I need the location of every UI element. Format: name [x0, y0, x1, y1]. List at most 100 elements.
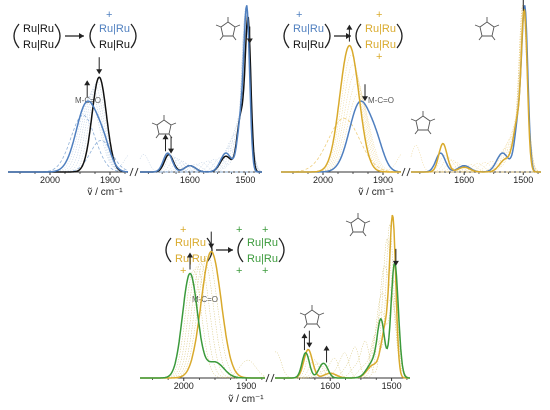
scheme-bracket	[324, 23, 331, 49]
arrow-down-icon	[168, 148, 175, 154]
series-line-yellow	[275, 214, 410, 379]
intermediate-trace	[275, 280, 410, 379]
arrow-up-icon	[323, 345, 330, 351]
scheme-bottom-ru-a: Ru|Ru	[175, 237, 206, 249]
arrow-down-icon	[96, 69, 103, 75]
ligand-structure-icon	[151, 115, 177, 139]
scheme-top-right-ru-a: Ru|Ru	[293, 23, 324, 35]
scheme-bracket	[165, 237, 172, 263]
arrow-down-icon	[306, 342, 313, 348]
scheme-bracket	[13, 23, 20, 49]
axis-break-mark	[265, 373, 270, 383]
reaction-arrow-head	[346, 33, 351, 39]
x-tick-label: 1500	[382, 381, 402, 391]
chart-top-left: 2000 1900 1600 1500	[8, 5, 263, 185]
x-tick-label: 2000	[40, 175, 60, 185]
x-axis-label: ṽ / cm⁻¹	[228, 394, 264, 405]
series-line-yellow	[411, 8, 541, 173]
reaction-arrow-head	[79, 33, 84, 39]
chart-bottom: 2000 1900 1600 1500	[140, 214, 411, 391]
plus-charge: +	[106, 9, 112, 21]
scheme-bracket	[283, 23, 290, 49]
x-axis-label: ṽ / cm⁻¹	[358, 187, 394, 198]
arrow-down-icon	[392, 260, 399, 266]
intermediate-trace	[140, 255, 265, 379]
ligand-structure-icon	[215, 17, 241, 41]
series-line-yellow	[281, 44, 401, 173]
scheme-bracket	[130, 23, 137, 49]
series-line-blue	[281, 100, 402, 173]
scheme-top-left-ru-b: Ru|Ru	[23, 39, 54, 51]
intermediate-trace	[140, 11, 263, 173]
scheme-top-right-ru-d: Ru|Ru	[365, 39, 396, 51]
intermediate-trace	[275, 265, 411, 379]
scheme-bracket	[355, 23, 362, 49]
series-line-blue	[140, 5, 262, 173]
x-tick-label: 1600	[180, 175, 200, 185]
scheme-top-right-ru-c: Ru|Ru	[365, 23, 396, 35]
arrow-up-icon	[301, 333, 308, 339]
series-line-green	[140, 272, 265, 379]
scheme-top-left: Ru|Ru Ru|Ru + Ru|Ru Ru|Ru	[13, 9, 137, 51]
panel-bottom: + Ru|Ru Ru|Ru + + + Ru|Ru Ru|Ru + + M-C=	[165, 213, 371, 405]
x-tick-label: 2000	[174, 381, 194, 391]
x-tick-label: 1900	[373, 175, 393, 185]
arrow-up-icon	[346, 24, 353, 30]
intermediate-trace	[140, 265, 266, 379]
scheme-bracket	[206, 237, 213, 263]
series-line-yellow	[140, 250, 265, 379]
x-tick-label: 1600	[454, 175, 474, 185]
series-line-blue	[8, 100, 129, 173]
intermediate-trace	[8, 89, 129, 173]
scheme-top-left-ru-d: Ru|Ru	[99, 39, 130, 51]
x-tick-label: 1600	[320, 381, 340, 391]
arrow-down-icon	[246, 38, 253, 44]
scheme-bracket	[396, 23, 403, 49]
x-tick-label: 1900	[236, 381, 256, 391]
component-band-dashed	[281, 117, 401, 173]
plus-charge: +	[376, 51, 382, 63]
mco-label: M-C=O	[368, 96, 394, 105]
ligand-structure-icon	[410, 111, 436, 135]
chart-top-right: 2000 1900 1600 1500	[281, 0, 542, 185]
series-line-green	[275, 260, 410, 379]
x-tick-label: 1500	[513, 175, 533, 185]
scheme-bottom-ru-d: Ru|Ru	[247, 253, 278, 265]
intermediate-trace	[140, 269, 266, 379]
scheme-bracket	[237, 237, 244, 263]
axis-break-mark	[270, 373, 275, 383]
arrow-down-icon	[208, 243, 215, 249]
scheme-top-left-ru-a: Ru|Ru	[23, 23, 54, 35]
x-tick-label: 2000	[313, 175, 333, 185]
intermediate-trace	[281, 64, 401, 173]
x-tick-label: 1500	[235, 175, 255, 185]
ligand-structure-icon	[474, 17, 500, 41]
scheme-bottom: + Ru|Ru Ru|Ru + + + Ru|Ru Ru|Ru + +	[165, 224, 285, 277]
plus-charge: +	[262, 265, 268, 277]
plus-charge: +	[236, 265, 242, 277]
arrow-up-icon	[162, 134, 169, 140]
intermediate-trace	[8, 93, 128, 173]
reaction-arrow-head	[228, 247, 233, 253]
intermediate-trace	[281, 54, 401, 173]
ligand-structure-icon	[299, 305, 325, 329]
arrow-up-icon	[187, 252, 193, 258]
scheme-top-left-ru-c: Ru|Ru	[99, 23, 130, 35]
intermediate-trace	[281, 73, 401, 173]
plus-charge: +	[262, 224, 268, 236]
mco-label: M-C=O	[192, 295, 218, 304]
scheme-bracket	[89, 23, 96, 49]
intermediate-trace	[140, 12, 262, 173]
intermediate-trace	[8, 98, 129, 173]
plus-charge: +	[180, 224, 186, 236]
scheme-bracket	[54, 23, 61, 49]
axis-break-mark	[129, 167, 134, 177]
panel-top-right: + Ru|Ru Ru|Ru + Ru|Ru Ru|Ru + M-C=O ṽ / …	[283, 9, 500, 198]
ligand-structure-icon	[345, 213, 371, 237]
plus-charge: +	[180, 265, 186, 277]
plus-charge: +	[236, 224, 242, 236]
arrow-down-icon	[362, 96, 368, 102]
plot-layer: 2000 1900 1600 1500 2000 1900 1600 1500 2000 1900…	[8, 0, 542, 391]
intermediate-trace	[281, 92, 402, 173]
